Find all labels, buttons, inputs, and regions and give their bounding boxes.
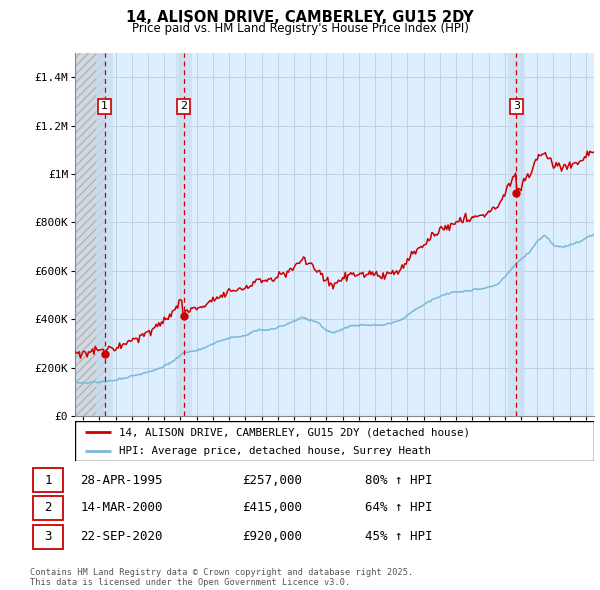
Text: Price paid vs. HM Land Registry's House Price Index (HPI): Price paid vs. HM Land Registry's House … xyxy=(131,22,469,35)
Text: 45% ↑ HPI: 45% ↑ HPI xyxy=(365,530,432,543)
Bar xyxy=(33,468,64,492)
Bar xyxy=(33,525,64,549)
Text: 3: 3 xyxy=(44,530,52,543)
Text: HPI: Average price, detached house, Surrey Heath: HPI: Average price, detached house, Surr… xyxy=(119,447,431,456)
Text: Contains HM Land Registry data © Crown copyright and database right 2025.
This d: Contains HM Land Registry data © Crown c… xyxy=(30,568,413,587)
Text: 14, ALISON DRIVE, CAMBERLEY, GU15 2DY: 14, ALISON DRIVE, CAMBERLEY, GU15 2DY xyxy=(126,10,474,25)
Text: £257,000: £257,000 xyxy=(242,474,302,487)
Text: 80% ↑ HPI: 80% ↑ HPI xyxy=(365,474,432,487)
Text: 14, ALISON DRIVE, CAMBERLEY, GU15 2DY (detached house): 14, ALISON DRIVE, CAMBERLEY, GU15 2DY (d… xyxy=(119,428,470,438)
Text: 14-MAR-2000: 14-MAR-2000 xyxy=(80,502,163,514)
Bar xyxy=(97,53,113,416)
Text: 2: 2 xyxy=(44,502,52,514)
Text: £415,000: £415,000 xyxy=(242,502,302,514)
Text: £920,000: £920,000 xyxy=(242,530,302,543)
Bar xyxy=(75,53,104,416)
Text: 1: 1 xyxy=(101,101,108,112)
Text: 64% ↑ HPI: 64% ↑ HPI xyxy=(365,502,432,514)
Bar xyxy=(33,496,64,520)
Text: 22-SEP-2020: 22-SEP-2020 xyxy=(80,530,163,543)
Text: 1: 1 xyxy=(44,474,52,487)
Text: 2: 2 xyxy=(180,101,187,112)
Bar xyxy=(176,53,192,416)
Text: 28-APR-1995: 28-APR-1995 xyxy=(80,474,163,487)
Text: 3: 3 xyxy=(513,101,520,112)
Bar xyxy=(508,53,524,416)
